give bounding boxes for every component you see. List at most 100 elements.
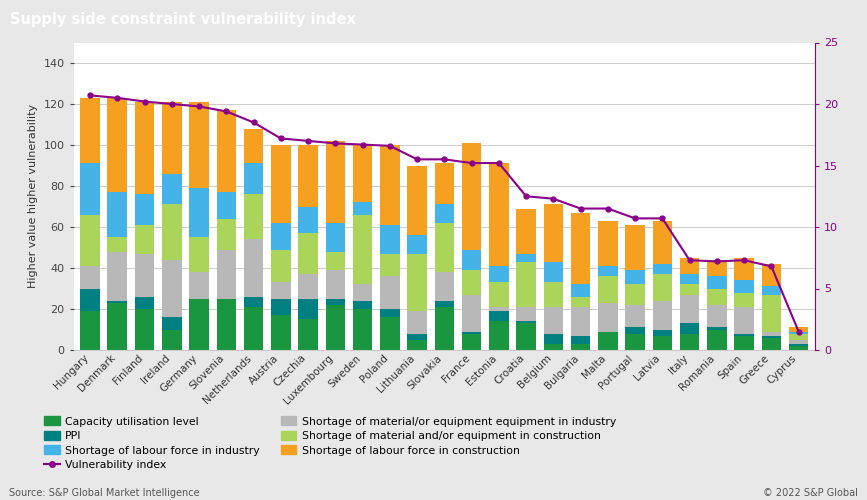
Bar bbox=[380, 309, 400, 317]
Bar bbox=[789, 340, 808, 344]
Bar bbox=[407, 340, 427, 350]
Bar bbox=[516, 307, 536, 322]
Bar bbox=[325, 141, 345, 223]
Bar bbox=[434, 307, 454, 350]
Bar bbox=[761, 332, 781, 336]
Bar bbox=[707, 260, 727, 276]
Bar bbox=[217, 250, 236, 298]
Bar bbox=[217, 192, 236, 219]
Bar bbox=[162, 260, 181, 317]
Bar bbox=[108, 192, 127, 238]
Bar bbox=[244, 240, 264, 296]
Bar bbox=[680, 274, 700, 284]
Bar bbox=[598, 332, 617, 350]
Bar bbox=[462, 270, 481, 294]
Bar bbox=[734, 334, 754, 336]
Bar bbox=[789, 334, 808, 340]
Bar bbox=[244, 307, 264, 350]
Text: Supply side constraint vulnerability index: Supply side constraint vulnerability ind… bbox=[10, 12, 356, 28]
Bar bbox=[653, 330, 672, 336]
Bar bbox=[217, 298, 236, 350]
Bar bbox=[434, 223, 454, 272]
Bar bbox=[625, 270, 645, 284]
Bar bbox=[789, 344, 808, 346]
Bar bbox=[761, 336, 781, 338]
Bar bbox=[434, 301, 454, 307]
Bar bbox=[489, 282, 509, 307]
Bar bbox=[570, 284, 590, 296]
Bar bbox=[189, 102, 209, 188]
Bar bbox=[625, 305, 645, 328]
Bar bbox=[353, 214, 373, 284]
Bar bbox=[244, 194, 264, 240]
Bar bbox=[544, 307, 564, 334]
Bar bbox=[298, 206, 318, 233]
Bar bbox=[544, 344, 564, 350]
Bar bbox=[598, 266, 617, 276]
Bar bbox=[544, 262, 564, 282]
Text: © 2022 S&P Global: © 2022 S&P Global bbox=[764, 488, 858, 498]
Bar bbox=[189, 298, 209, 350]
Bar bbox=[653, 221, 672, 264]
Bar bbox=[544, 334, 564, 344]
Bar bbox=[653, 274, 672, 301]
Bar bbox=[134, 296, 154, 309]
Bar bbox=[298, 274, 318, 298]
Bar bbox=[162, 102, 181, 174]
Bar bbox=[271, 223, 290, 250]
Bar bbox=[789, 328, 808, 332]
Bar bbox=[680, 334, 700, 350]
Bar bbox=[544, 204, 564, 262]
Bar bbox=[380, 225, 400, 254]
Bar bbox=[407, 235, 427, 254]
Bar bbox=[570, 336, 590, 344]
Bar bbox=[353, 284, 373, 301]
Bar bbox=[380, 145, 400, 225]
Bar bbox=[680, 284, 700, 294]
Bar bbox=[271, 145, 290, 223]
Bar bbox=[271, 250, 290, 282]
Bar bbox=[244, 296, 264, 307]
Bar bbox=[81, 266, 100, 288]
Legend: Capacity utilisation level, PPI, Shortage of labour force in industry, Vulnerabi: Capacity utilisation level, PPI, Shortag… bbox=[40, 412, 621, 474]
Bar bbox=[707, 288, 727, 305]
Bar bbox=[734, 280, 754, 292]
Bar bbox=[81, 311, 100, 350]
Bar bbox=[325, 252, 345, 270]
Text: Source: S&P Global Market Intelligence: Source: S&P Global Market Intelligence bbox=[9, 488, 199, 498]
Bar bbox=[162, 174, 181, 204]
Bar bbox=[707, 276, 727, 288]
Bar bbox=[489, 307, 509, 311]
Bar bbox=[81, 98, 100, 164]
Bar bbox=[81, 288, 100, 311]
Bar bbox=[108, 303, 127, 350]
Bar bbox=[134, 225, 154, 254]
Bar bbox=[189, 238, 209, 272]
Bar bbox=[761, 338, 781, 350]
Bar bbox=[380, 254, 400, 276]
Bar bbox=[761, 286, 781, 294]
Bar bbox=[298, 145, 318, 206]
Bar bbox=[134, 254, 154, 296]
Bar bbox=[734, 336, 754, 350]
Bar bbox=[489, 322, 509, 350]
Bar bbox=[108, 98, 127, 192]
Bar bbox=[598, 221, 617, 266]
Bar bbox=[489, 266, 509, 282]
Bar bbox=[407, 334, 427, 340]
Bar bbox=[734, 258, 754, 280]
Bar bbox=[407, 166, 427, 235]
Bar bbox=[462, 294, 481, 332]
Bar bbox=[353, 301, 373, 309]
Bar bbox=[434, 204, 454, 223]
Bar bbox=[462, 332, 481, 334]
Bar bbox=[570, 307, 590, 336]
Bar bbox=[570, 212, 590, 284]
Bar bbox=[380, 317, 400, 350]
Bar bbox=[271, 298, 290, 315]
Bar bbox=[462, 334, 481, 350]
Bar bbox=[625, 225, 645, 270]
Bar bbox=[108, 252, 127, 301]
Bar bbox=[625, 334, 645, 350]
Bar bbox=[353, 145, 373, 203]
